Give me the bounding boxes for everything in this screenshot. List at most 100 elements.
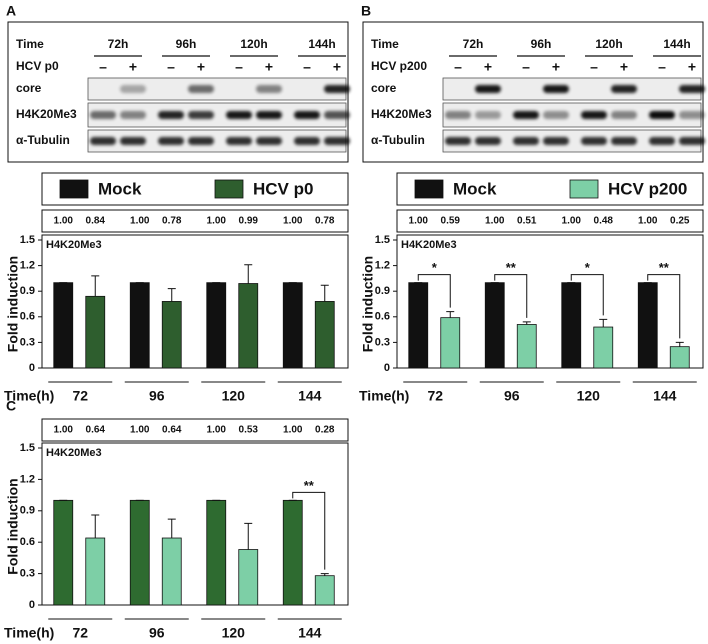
value-label: 1.00 bbox=[54, 425, 74, 436]
bar bbox=[53, 499, 74, 606]
time-value: 72h bbox=[108, 37, 129, 51]
band bbox=[120, 137, 146, 145]
band bbox=[120, 85, 146, 93]
bar bbox=[238, 283, 259, 369]
significance-bracket bbox=[647, 274, 681, 339]
band bbox=[543, 111, 569, 119]
sign: – bbox=[454, 59, 462, 75]
band bbox=[90, 137, 116, 145]
row-label: core bbox=[16, 81, 42, 95]
legend-swatch bbox=[569, 179, 599, 199]
value-label: 0.53 bbox=[239, 425, 259, 436]
y-tick-label: 0.3 bbox=[20, 336, 35, 348]
value-label: 1.00 bbox=[409, 216, 429, 227]
row-label: α-Tubulin bbox=[16, 133, 70, 147]
legend-label: Mock bbox=[98, 179, 142, 198]
x-tick-label: 144 bbox=[653, 388, 677, 404]
band bbox=[679, 137, 705, 145]
value-label: 1.00 bbox=[638, 216, 658, 227]
sign: – bbox=[167, 59, 175, 75]
bar bbox=[669, 346, 690, 369]
significance-label: ** bbox=[304, 478, 315, 493]
band bbox=[475, 111, 501, 119]
y-tick-label: 0.6 bbox=[20, 536, 35, 548]
band bbox=[324, 85, 350, 93]
value-label: 0.64 bbox=[86, 425, 106, 436]
value-label: 1.00 bbox=[562, 216, 582, 227]
bar bbox=[53, 282, 74, 369]
legend-label: HCV p0 bbox=[253, 179, 313, 198]
time-value: 144h bbox=[308, 37, 335, 51]
y-tick-label: 0.3 bbox=[20, 568, 35, 580]
value-label: 0.78 bbox=[162, 216, 182, 227]
value-row-frame bbox=[41, 209, 349, 233]
bar bbox=[314, 301, 335, 369]
error-bar bbox=[675, 341, 684, 347]
x-tick-label: 96 bbox=[149, 625, 165, 641]
band bbox=[324, 137, 350, 145]
band bbox=[294, 137, 320, 145]
bar bbox=[206, 499, 227, 606]
significance-bracket bbox=[417, 274, 451, 308]
y-tick-label: 1.5 bbox=[20, 442, 35, 454]
bar bbox=[85, 537, 106, 606]
band bbox=[120, 111, 146, 119]
bar bbox=[637, 282, 658, 369]
value-label: 1.00 bbox=[283, 216, 303, 227]
bar bbox=[161, 301, 182, 369]
x-tick-label: 72 bbox=[72, 388, 88, 404]
row-label: α-Tubulin bbox=[371, 133, 425, 147]
band bbox=[256, 111, 282, 119]
y-tick-label: 0.9 bbox=[20, 505, 35, 517]
legend-swatch bbox=[59, 179, 89, 199]
time-value: 72h bbox=[463, 37, 484, 51]
bar bbox=[282, 499, 303, 606]
legend-frame bbox=[41, 172, 349, 206]
sign: – bbox=[303, 59, 311, 75]
sign: – bbox=[235, 59, 243, 75]
y-axis-label: Fold induction bbox=[5, 478, 21, 574]
legend-label: HCV p200 bbox=[608, 179, 687, 198]
significance-bracket bbox=[570, 274, 604, 316]
error-bar bbox=[244, 264, 253, 284]
band bbox=[90, 111, 116, 119]
value-label: 0.99 bbox=[239, 216, 259, 227]
y-tick-label: 0.9 bbox=[20, 285, 35, 297]
value-label: 0.28 bbox=[315, 425, 335, 436]
x-axis-label: Time(h) bbox=[4, 625, 54, 641]
value-row-frame bbox=[396, 209, 704, 233]
significance-bracket bbox=[494, 274, 528, 318]
x-tick-label: 144 bbox=[298, 625, 322, 641]
error-bar bbox=[522, 321, 531, 325]
value-label: 0.78 bbox=[315, 216, 335, 227]
significance-bracket bbox=[292, 491, 326, 570]
band bbox=[649, 137, 675, 145]
plot-frame bbox=[396, 234, 704, 369]
significance-label: ** bbox=[659, 260, 670, 275]
band bbox=[649, 111, 675, 119]
y-tick-label: 1.2 bbox=[375, 260, 390, 272]
band bbox=[679, 111, 705, 119]
treatment-label: HCV p200 bbox=[371, 59, 427, 73]
sign: + bbox=[620, 59, 628, 75]
x-tick-label: 72 bbox=[72, 625, 88, 641]
x-axis-label: Time(h) bbox=[4, 388, 54, 404]
time-label: Time bbox=[16, 37, 44, 51]
bar bbox=[129, 282, 150, 369]
y-tick-label: 0 bbox=[29, 599, 35, 611]
error-bar bbox=[91, 275, 100, 297]
value-row-frame bbox=[41, 418, 349, 442]
annotation: H4K20Me3 bbox=[46, 447, 102, 459]
bar bbox=[314, 575, 335, 606]
band bbox=[679, 85, 705, 93]
error-bar bbox=[320, 573, 329, 576]
band bbox=[543, 137, 569, 145]
band bbox=[611, 85, 637, 93]
time-value: 96h bbox=[176, 37, 197, 51]
sign: – bbox=[590, 59, 598, 75]
band bbox=[611, 137, 637, 145]
time-value: 120h bbox=[595, 37, 622, 51]
time-label: Time bbox=[371, 37, 399, 51]
bar bbox=[561, 282, 582, 369]
sign: + bbox=[197, 59, 205, 75]
